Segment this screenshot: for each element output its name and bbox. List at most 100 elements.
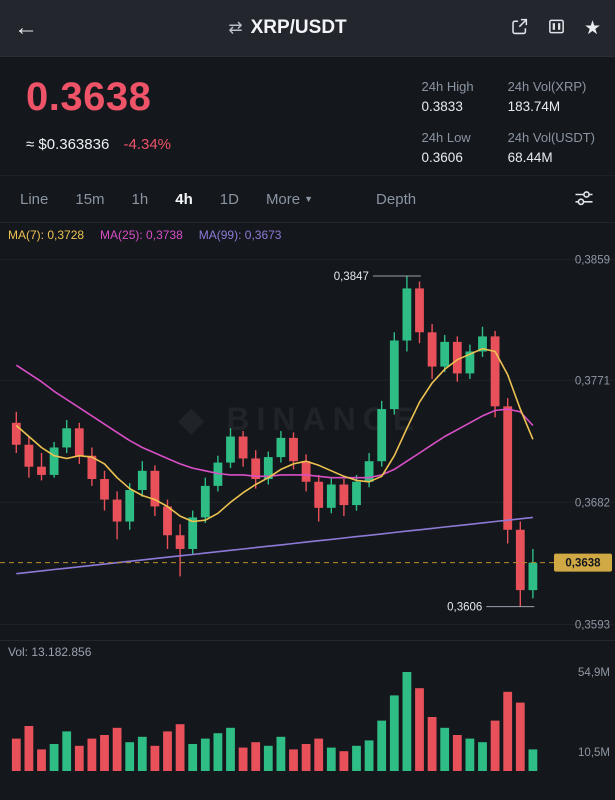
- candle-body: [87, 455, 97, 480]
- ma-legend-item-2: MA(99): 0,3673: [198, 228, 282, 242]
- tab-4h[interactable]: 4h: [175, 191, 193, 208]
- stat-value: 0.3606: [421, 150, 463, 165]
- volume-axis-label: 54,9M: [578, 667, 610, 679]
- share-icon: [510, 17, 529, 39]
- tab-depth[interactable]: Depth: [376, 191, 416, 208]
- stat-value: 68.44M: [507, 150, 553, 165]
- volume-bar: [326, 747, 336, 771]
- last-price: 0.3638: [26, 75, 152, 119]
- candle-body: [478, 336, 487, 352]
- fullscreen-chart-button[interactable]: [547, 17, 566, 39]
- volume-bar: [37, 749, 46, 771]
- y-axis-label: 0,3771: [575, 375, 610, 387]
- back-button[interactable]: ←: [14, 14, 84, 42]
- pair-swap-icon[interactable]: ⇄: [228, 18, 243, 37]
- ticker-section: 0.3638 ≈ $0.363836 -4.34% 24h High 0.3833…: [0, 57, 615, 175]
- candle-body: [37, 466, 46, 475]
- volume-bar: [301, 744, 311, 771]
- ma25-line: [15, 364, 534, 479]
- stat-value: 0.3833: [421, 99, 463, 114]
- tab-more[interactable]: More ▼: [266, 191, 313, 208]
- chart-settings-button[interactable]: [573, 188, 595, 211]
- volume-bar: [415, 688, 424, 771]
- timeframe-tabs: Line 15m 1h 4h 1D More ▼ Depth: [20, 191, 573, 208]
- pair-header[interactable]: ⇄ XRP/USDT: [84, 17, 491, 39]
- volume-bar: [339, 751, 349, 771]
- candle-body: [112, 499, 122, 522]
- stat-label: 24h Vol(USDT): [507, 130, 595, 145]
- volume-axis-label: 10,5M: [578, 747, 610, 759]
- share-button[interactable]: [510, 17, 529, 39]
- tab-label: 4h: [175, 190, 193, 208]
- tab-label: Depth: [376, 190, 417, 208]
- candle-body: [314, 481, 324, 508]
- candle-body: [150, 470, 160, 507]
- candle-body: [263, 457, 273, 480]
- stats-grid: 24h High 0.3833 24h Vol(XRP) 183.74M 24h Low…: [422, 79, 595, 165]
- y-axis-label: 0,3593: [575, 619, 610, 631]
- stat-3: 24h Vol(USDT) 68.44M: [508, 130, 595, 165]
- volume-bar: [427, 717, 437, 771]
- candle-body: [326, 484, 336, 508]
- volume-bar: [188, 744, 198, 771]
- header-actions: ★: [491, 17, 601, 39]
- stat-value: 183.74M: [507, 99, 561, 114]
- stat-label: 24h High: [421, 79, 474, 94]
- candle-body: [137, 470, 147, 490]
- volume-bar: [200, 738, 210, 771]
- volume-pane[interactable]: Vol: 13.182.856 54,9M 10,5M: [0, 640, 615, 780]
- volume-bar: [263, 745, 273, 771]
- tab-1h[interactable]: 1h: [132, 191, 149, 208]
- candle-body: [74, 428, 84, 456]
- candle-body: [226, 436, 235, 463]
- volume-bar: [87, 738, 97, 771]
- candle-body: [402, 288, 412, 341]
- chevron-down-icon: ▼: [304, 194, 314, 204]
- volume-bar: [276, 736, 286, 771]
- volume-bar: [352, 745, 361, 771]
- ma99-line: [16, 516, 533, 575]
- candle-body: [503, 406, 513, 530]
- volume-bar: [389, 695, 399, 771]
- volume-bar: [452, 735, 462, 771]
- price-subline: ≈ $0.363836 -4.34%: [26, 136, 171, 153]
- y-axis-label: 0,3859: [575, 255, 610, 267]
- volume-bar: [528, 749, 538, 771]
- price-chart-area[interactable]: ◆ BINANCE 0,3638 0,3859 0,3771 0,3682 0,3593 0…: [0, 244, 615, 640]
- candle-body: [352, 481, 361, 506]
- price-chart[interactable]: ◆ BINANCE 0,3638 0,3859 0,3771 0,3682 0,3593 0…: [0, 244, 615, 640]
- tab-line[interactable]: Line: [20, 191, 48, 208]
- volume-bar: [503, 691, 513, 771]
- candle-body: [364, 461, 374, 482]
- candle-body: [125, 490, 135, 522]
- volume-bar: [100, 735, 109, 771]
- fiat-approx: ≈ $0.363836: [26, 136, 110, 153]
- ma-legend-item-0: MA(7): 0,3728: [8, 228, 85, 242]
- stat-2: 24h Low 0.3606: [422, 130, 474, 165]
- change-percent: -4.34%: [123, 136, 172, 153]
- candle-body: [452, 341, 462, 374]
- volume-bar: [238, 747, 248, 771]
- current-price-tag-text: 0,3638: [565, 558, 601, 570]
- candle-body: [200, 485, 210, 518]
- candle-body: [339, 484, 349, 506]
- volume-bar: [49, 744, 59, 771]
- volume-bar: [137, 736, 147, 771]
- tab-15m[interactable]: 15m: [75, 191, 104, 208]
- candle-body: [528, 562, 538, 591]
- candle-body: [11, 422, 21, 445]
- favorite-button[interactable]: ★: [584, 19, 601, 38]
- volume-chart[interactable]: 54,9M 10,5M: [0, 641, 615, 775]
- volume-bar: [440, 727, 450, 771]
- tab-1d[interactable]: 1D: [220, 191, 239, 208]
- volume-bar: [314, 738, 324, 771]
- candle-body: [490, 336, 500, 407]
- volume-bar: [62, 731, 72, 771]
- volume-bar: [74, 745, 84, 771]
- candle-body: [24, 444, 34, 467]
- fullscreen-chart-icon: [547, 17, 566, 39]
- stat-label: 24h Vol(XRP): [507, 79, 587, 94]
- star-icon: ★: [583, 17, 601, 39]
- pair-title: XRP/USDT: [250, 17, 347, 38]
